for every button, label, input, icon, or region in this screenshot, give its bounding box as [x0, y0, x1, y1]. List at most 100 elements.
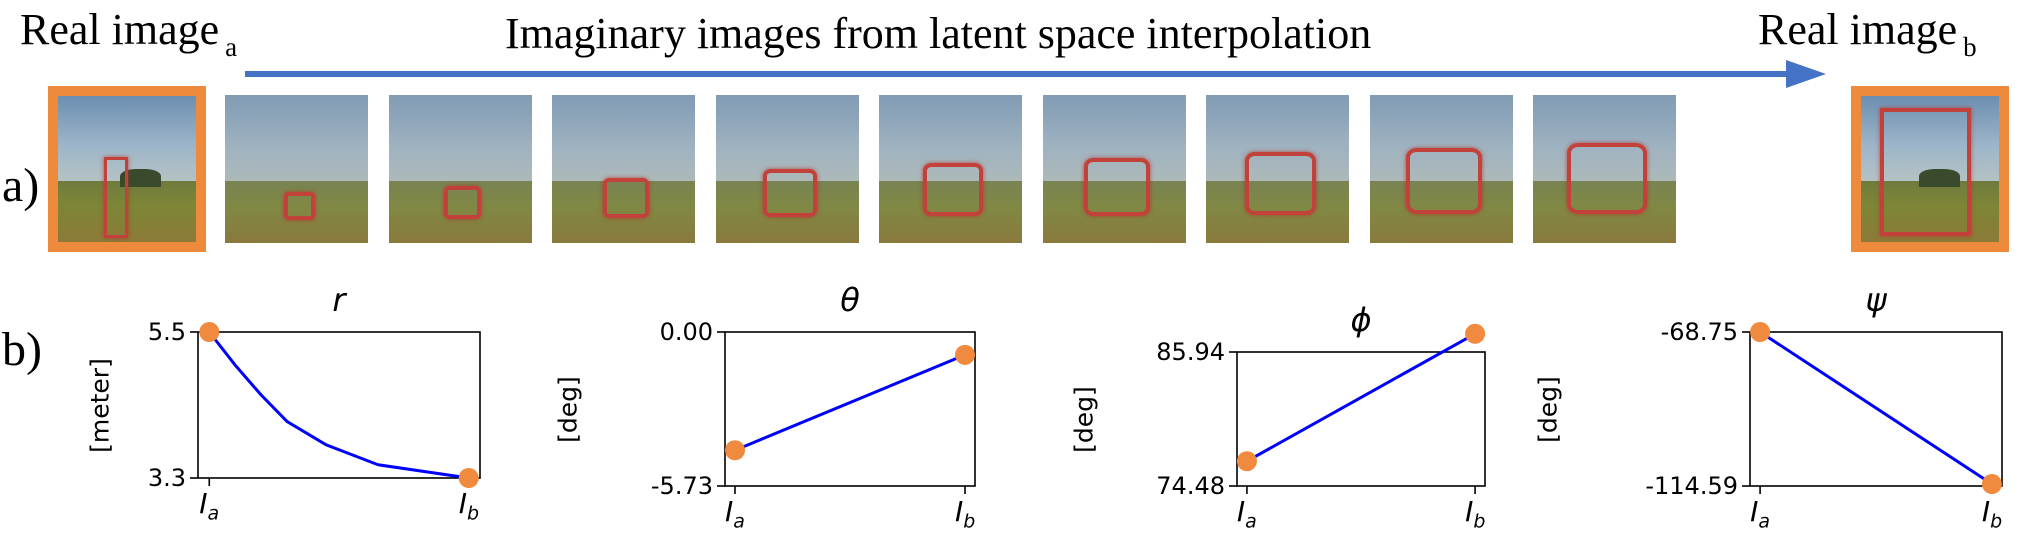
y-axis-label: [meter] [85, 358, 115, 453]
right-caption: Real image b [1758, 8, 1977, 61]
gate-outline [923, 163, 984, 217]
plot-title: θ [840, 281, 860, 319]
interpolated-image [1206, 95, 1349, 243]
plot-1-axes [190, 322, 481, 488]
endpoint-marker-a [1750, 322, 1771, 342]
x-tick-label-end: Ib [459, 490, 479, 524]
blur-overlay [552, 95, 695, 243]
ground-region [715, 180, 859, 243]
x-tick-sub: a [1758, 510, 1770, 533]
series-line [1246, 332, 1476, 463]
x-tick-label-end: Ib [1982, 498, 2002, 532]
left-caption-text: Real image [20, 5, 220, 54]
interpolated-image [552, 95, 695, 243]
x-tick-main: I [458, 487, 467, 520]
plot-title: r [332, 281, 346, 319]
ground-region [879, 180, 1022, 243]
axes-frame [724, 331, 976, 487]
x-tick-main: I [1236, 495, 1246, 528]
blur-overlay [225, 95, 368, 243]
row-label-a: a) [2, 159, 40, 212]
x-tick-sub: b [1990, 510, 2003, 533]
x-tick-label-end: Ib [955, 498, 975, 532]
sky-region [715, 95, 859, 181]
blur-overlay [1206, 95, 1349, 243]
sky-region [1533, 95, 1676, 181]
gate-outline [1880, 107, 1972, 237]
blur-overlay [1533, 95, 1676, 243]
sky-region [1206, 95, 1349, 181]
endpoint-marker-a [725, 440, 745, 461]
left-caption: Real image a [20, 8, 237, 61]
x-tick-label-start: Ia [199, 490, 219, 524]
y-tick-label-top: 85.94 [1156, 338, 1225, 366]
x-tick-main: I [1750, 495, 1759, 528]
x-tick-label-start: Ia [1750, 498, 1770, 532]
blur-overlay [388, 95, 532, 243]
gate-outline [1567, 143, 1648, 214]
arrow-head [1786, 60, 1826, 88]
axes-frame [1236, 351, 1486, 487]
series-line [1759, 330, 1993, 486]
plot-2-axes [717, 331, 976, 494]
x-tick-sub: a [207, 502, 220, 525]
y-tick-label-top: 5.5 [147, 318, 186, 346]
ground-region [388, 180, 532, 243]
gate-outline [1083, 157, 1150, 216]
x-tick-main: I [955, 495, 964, 528]
x-tick-sub: b [963, 510, 976, 533]
endpoint-marker-a [1236, 451, 1257, 472]
right-caption-sub: b [1963, 32, 1977, 62]
gate-outline [1405, 147, 1482, 215]
x-tick-main: I [725, 495, 734, 528]
x-tick-sub: a [1245, 510, 1257, 533]
interpolation-arrow [245, 60, 1826, 88]
left-caption-sub: a [225, 32, 238, 62]
series-line [734, 353, 966, 452]
y-axis-label: [deg] [1533, 376, 1563, 443]
real-image-b [1851, 86, 2009, 252]
y-tick-label-top: 0.00 [659, 318, 713, 346]
x-tick-sub: a [733, 510, 745, 533]
interpolated-image [225, 95, 368, 243]
x-tick-label-start: Ia [1237, 498, 1257, 532]
y-tick-label-bottom: 3.3 [147, 464, 186, 492]
interpolated-image [715, 95, 859, 243]
interpolated-image [879, 95, 1022, 243]
center-caption: Imaginary images from latent space inter… [505, 9, 1372, 58]
sky-region [388, 95, 532, 181]
row-label-b: b) [2, 323, 42, 376]
gate-outline [1244, 151, 1317, 215]
y-tick-label-top: -68.75 [1660, 318, 1738, 346]
blur-overlay [715, 95, 859, 243]
right-caption-text: Real image [1758, 5, 1958, 54]
plot-4-axes [1742, 322, 2003, 495]
endpoint-marker-a [199, 322, 220, 342]
endpoint-marker-b [1981, 474, 2002, 495]
gate-outline [103, 157, 129, 238]
x-tick-label-start: Ia [725, 498, 745, 532]
blur-overlay [1369, 95, 1513, 243]
interpolated-image [388, 95, 532, 243]
x-tick-main: I [1465, 495, 1474, 528]
y-axis-label: [deg] [553, 376, 583, 443]
tree-line [120, 169, 162, 187]
endpoint-marker-b [955, 344, 975, 365]
sky-region [225, 95, 368, 181]
plot-3-axes [1229, 323, 1486, 494]
x-tick-sub: b [1473, 510, 1486, 533]
axes-frame [197, 331, 481, 479]
endpoint-marker-b [458, 468, 479, 488]
axes-frame [1749, 331, 2003, 487]
tree-line [1918, 169, 1961, 187]
real-image-a [48, 86, 206, 252]
interpolated-image [1042, 95, 1186, 243]
series-line [208, 331, 469, 480]
gate-outline [444, 186, 482, 220]
blur-overlay [879, 95, 1022, 243]
plot-title: ψ [1865, 281, 1887, 319]
sky-region [1369, 95, 1513, 181]
ground-region [552, 180, 695, 243]
gate-outline [762, 169, 818, 217]
y-tick-label-bottom: -114.59 [1645, 472, 1738, 500]
